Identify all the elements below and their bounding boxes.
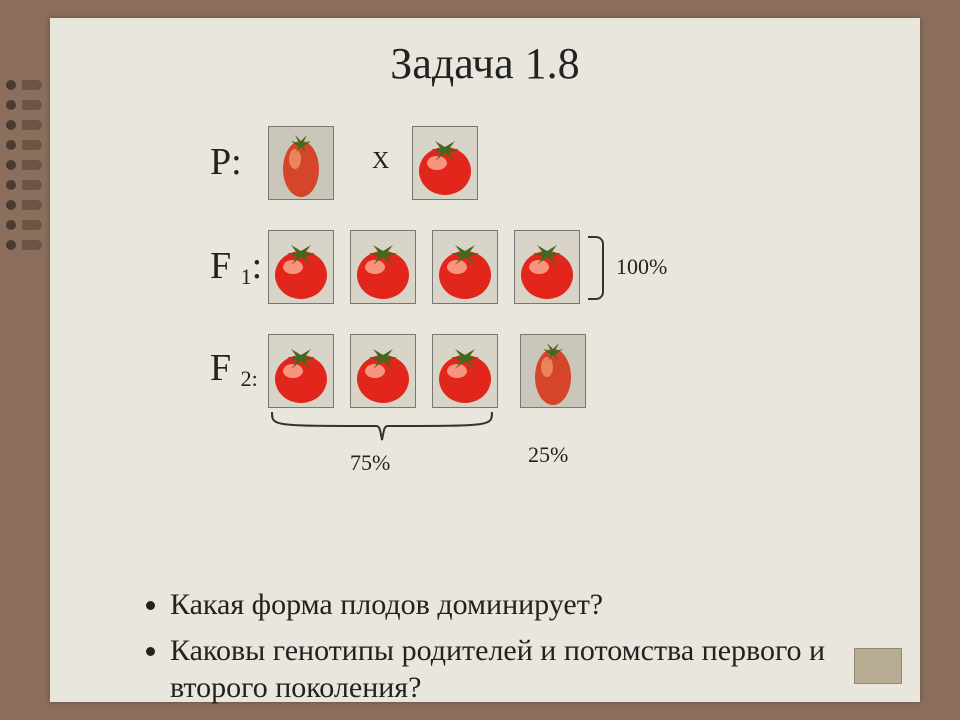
tomato-f2-2-round	[432, 334, 498, 408]
label-f2-main: F	[210, 347, 241, 389]
cross-symbol: X	[372, 148, 389, 175]
corner-marker	[854, 648, 902, 684]
percent-f2-recessive: 25%	[528, 442, 568, 468]
slide-title: Задача 1.8	[50, 38, 920, 89]
percent-f1: 100%	[616, 254, 667, 280]
label-f1: F 1:	[210, 244, 262, 288]
slide-frame: Задача 1.8 P: F 1: F 2: X	[0, 0, 960, 720]
question-list: Какая форма плодов доминирует? Каковы ге…	[130, 578, 860, 715]
tomato-f1-1-round	[350, 230, 416, 304]
label-f1-main: F	[210, 245, 241, 287]
tomato-f2-1-round	[350, 334, 416, 408]
tomato-f1-0-round	[268, 230, 334, 304]
tomato-f2-3-oblong	[520, 334, 586, 408]
question-item: Какая форма плодов доминирует?	[170, 586, 860, 624]
tomato-f1-2-round	[432, 230, 498, 304]
left-ornaments	[0, 70, 46, 260]
label-parents: P:	[210, 140, 242, 184]
brace-f2-dominant	[268, 410, 496, 444]
slide-body: Задача 1.8 P: F 1: F 2: X	[50, 18, 920, 702]
brace-f1	[588, 236, 604, 300]
label-f1-sub: 1	[241, 264, 252, 289]
label-f2: F 2:	[210, 346, 258, 390]
percent-f2-dominant: 75%	[350, 450, 390, 476]
tomato-f2-0-round	[268, 334, 334, 408]
label-f2-sub: 2:	[241, 366, 258, 391]
tomato-f1-3-round	[514, 230, 580, 304]
tomato-p-1-round	[412, 126, 478, 200]
label-f1-tail: :	[252, 245, 263, 287]
question-item: Каковы генотипы родителей и потомства пе…	[170, 632, 860, 707]
tomato-p-0-oblong	[268, 126, 334, 200]
